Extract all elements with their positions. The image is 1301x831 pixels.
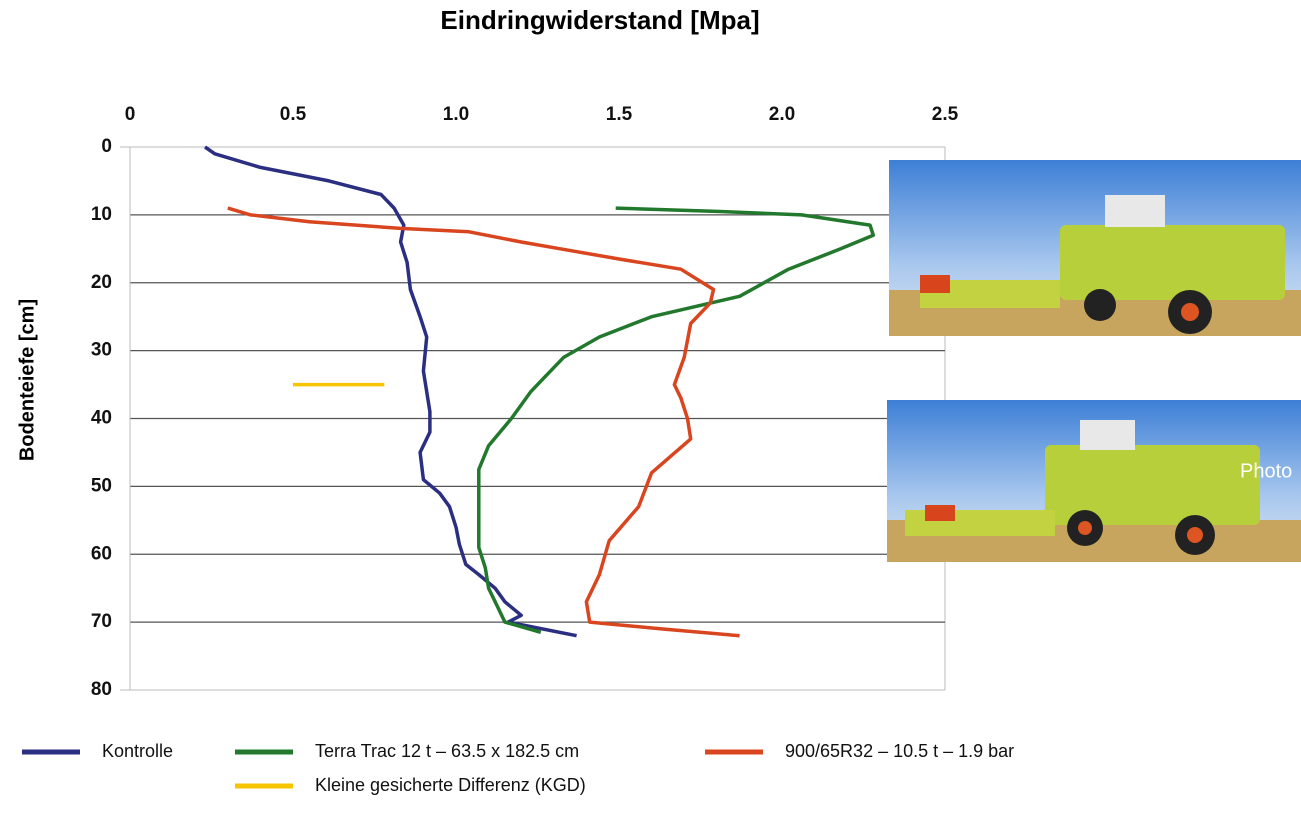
chart-title: Eindringwiderstand [Mpa] (440, 5, 759, 35)
x-tick-label: 1.5 (606, 104, 633, 125)
y-tick-label: 40 (91, 408, 112, 429)
legend-label: Kontrolle (102, 741, 173, 761)
legend-label: Terra Trac 12 t – 63.5 x 182.5 cm (315, 741, 579, 761)
x-tick-label: 1.0 (443, 104, 469, 125)
legend-label: 900/65R32 – 10.5 t – 1.9 bar (785, 741, 1014, 761)
y-axis-label: Bodenteiefe [cm] (16, 299, 38, 461)
legend-label: Kleine gesicherte Differenz (KGD) (315, 775, 586, 795)
y-tick-label: 60 (91, 543, 112, 564)
data-line (228, 208, 740, 636)
x-tick-label: 2.5 (932, 104, 959, 125)
photo-caption: Photo (1240, 460, 1292, 482)
chart: Eindringwiderstand [Mpa] Bodenteiefe [cm… (0, 0, 1301, 826)
x-tick-label: 0 (125, 104, 136, 125)
y-tick-label: 20 (91, 272, 112, 293)
data-line (479, 208, 874, 632)
y-tick-label: 10 (91, 204, 112, 225)
x-tick-label: 0.5 (280, 104, 307, 125)
y-tick-label: 70 (91, 611, 112, 632)
data-line (205, 147, 577, 636)
y-tick-label: 80 (91, 679, 112, 700)
photo (889, 160, 1301, 336)
plot-area: 0 0.5 1.0 1.5 2.0 2.5 0 10 20 30 40 50 60 70 80 (91, 104, 959, 700)
y-tick-label: 30 (91, 340, 112, 361)
y-tick-label: 50 (91, 475, 112, 496)
x-tick-label: 2.0 (769, 104, 795, 125)
y-tick-label: 0 (101, 136, 112, 157)
photo: Photo (887, 400, 1301, 562)
